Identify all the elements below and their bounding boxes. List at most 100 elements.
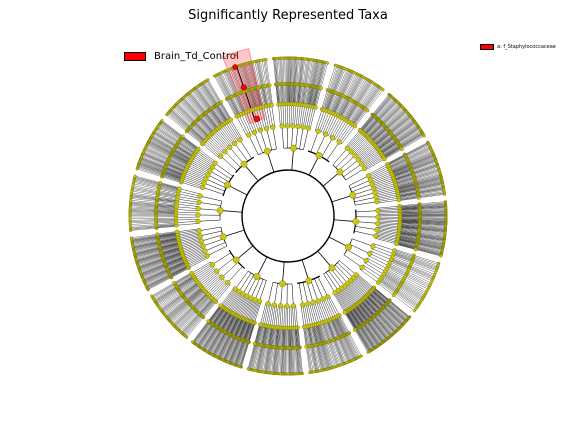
cladogram-branch — [246, 322, 253, 342]
cladogram-branch — [202, 301, 216, 317]
cladogram-branch — [386, 269, 405, 280]
cladogram-branch — [387, 155, 406, 165]
cladogram-branch — [399, 225, 420, 229]
cladogram-branch — [130, 206, 157, 209]
cladogram-branch — [219, 127, 234, 145]
cladogram-branch — [349, 309, 362, 326]
taxon-node — [244, 293, 250, 299]
cladogram-arc — [241, 169, 335, 263]
taxon-node — [190, 340, 194, 344]
cladogram-branch — [333, 67, 344, 93]
cladogram-branch — [376, 197, 399, 202]
cladogram-branch — [384, 273, 402, 284]
cladogram-branch — [358, 302, 372, 319]
cladogram-branch — [419, 222, 446, 225]
cladogram-branch — [370, 318, 387, 340]
cladogram-branch — [389, 158, 408, 168]
cladogram-branch — [398, 128, 421, 144]
cladogram-branch — [292, 104, 295, 127]
cladogram-branch — [204, 113, 218, 129]
cladogram-branch — [208, 329, 222, 353]
cladogram-branch — [333, 95, 342, 114]
cladogram-branch — [382, 145, 400, 157]
cladogram-branch — [147, 142, 171, 156]
cladogram-branch — [410, 264, 435, 275]
cladogram-branch — [241, 297, 251, 318]
cladogram-branch — [266, 151, 275, 173]
cladogram-branch — [335, 317, 344, 336]
cladogram-branch — [173, 307, 193, 326]
cladogram-branch — [392, 167, 412, 176]
cladogram-branch — [193, 294, 208, 309]
cladogram-branch — [164, 169, 184, 177]
taxon-node — [373, 233, 379, 239]
cladogram-branch — [361, 300, 375, 316]
cladogram-branch — [353, 139, 370, 155]
cladogram-branch — [398, 231, 419, 235]
cladogram-branch — [220, 73, 232, 97]
cladogram-branch — [202, 83, 217, 106]
cladogram-branch — [381, 277, 398, 290]
cladogram-branch — [316, 344, 322, 371]
cladogram-branch — [176, 204, 199, 207]
cladogram-branch — [412, 258, 438, 268]
cladogram-branch — [383, 307, 403, 326]
cladogram-branch — [351, 307, 364, 325]
cladogram-branch — [407, 147, 431, 160]
cladogram-branch — [215, 105, 227, 123]
cladogram-branch — [223, 336, 235, 361]
cladogram-branch — [381, 143, 399, 155]
cladogram-branch — [133, 241, 159, 248]
cladogram-branch — [197, 324, 214, 347]
cladogram-branch — [316, 324, 322, 344]
cladogram-branch — [339, 124, 354, 143]
cladogram-branch — [386, 303, 406, 322]
cladogram-branch — [187, 288, 204, 303]
cladogram-branch — [155, 129, 178, 144]
cladogram-branch — [184, 285, 201, 299]
cladogram-branch — [163, 253, 183, 262]
cladogram-branch — [329, 341, 338, 366]
cladogram-branch — [272, 127, 277, 150]
cladogram-branch — [301, 58, 305, 85]
cladogram-branch — [371, 290, 387, 305]
cladogram-branch — [241, 114, 251, 135]
cladogram-branch — [183, 314, 201, 335]
cladogram-branch — [355, 201, 377, 206]
taxon-node — [196, 228, 202, 234]
cladogram-branch — [275, 84, 278, 105]
cladogram-branch — [303, 128, 309, 150]
cladogram-branch — [297, 104, 301, 127]
cladogram-branch — [407, 148, 432, 160]
cladogram-branch — [206, 80, 221, 103]
cladogram-branch — [181, 98, 200, 119]
cladogram-branch — [198, 269, 217, 284]
cladogram-branch — [334, 339, 345, 364]
cladogram-branch — [209, 305, 222, 322]
cladogram-branch — [366, 295, 381, 311]
cladogram-branch — [169, 111, 190, 129]
cladogram-branch — [320, 63, 328, 89]
cladogram-branch — [391, 258, 411, 267]
cladogram-branch — [377, 312, 396, 332]
cladogram-branch — [167, 113, 188, 131]
taxon-node — [252, 341, 257, 346]
cladogram-branch — [419, 208, 446, 210]
cladogram-branch — [243, 321, 251, 341]
cladogram-branch — [187, 288, 203, 302]
cladogram-branch — [219, 102, 231, 121]
cladogram-branch — [377, 137, 395, 150]
cladogram-branch — [352, 108, 365, 125]
cladogram-branch — [373, 315, 392, 336]
cladogram-branch — [387, 301, 408, 320]
cladogram-branch — [320, 323, 327, 343]
cladogram-branch — [134, 248, 161, 256]
cladogram-branch — [416, 181, 443, 188]
cladogram-branch — [388, 264, 407, 274]
cladogram-branch — [316, 324, 323, 344]
cladogram-branch — [391, 118, 413, 135]
cladogram-branch — [156, 212, 177, 214]
cladogram-branch — [377, 225, 400, 229]
cladogram-branch — [258, 325, 264, 345]
cladogram-branch — [401, 135, 425, 150]
